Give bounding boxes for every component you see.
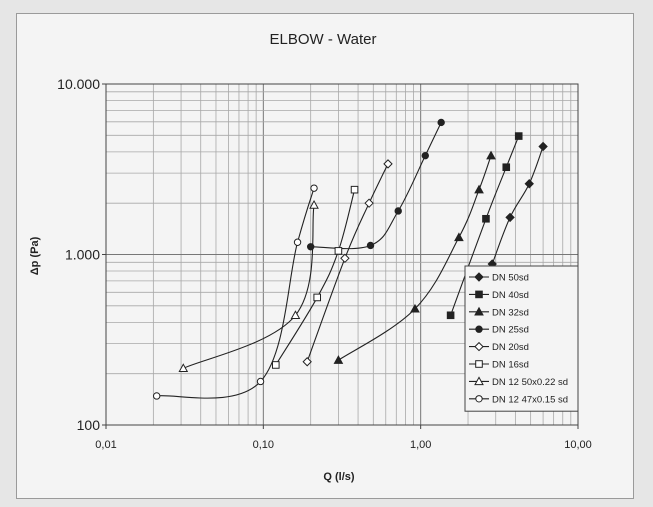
chart-svg: ELBOW - Water 0,01 0,10 1,00 10,00 100 1.000 1…	[29, 31, 592, 483]
circle-marker	[421, 151, 429, 160]
series-group	[333, 150, 496, 364]
legend-item: DN 12 50x0.22 sd	[469, 376, 568, 388]
series-line	[156, 187, 315, 399]
legend-label: DN 40sd	[492, 290, 529, 301]
triangle-marker	[309, 200, 319, 209]
x-tick-label: 0,01	[95, 439, 116, 451]
square-marker	[514, 132, 523, 140]
square-marker	[502, 163, 511, 172]
x-tick-label: 10,00	[564, 439, 592, 451]
legend-box	[464, 265, 579, 412]
circle-marker	[293, 238, 302, 246]
series-line	[275, 189, 356, 366]
series-group	[306, 118, 445, 251]
y-tick-label: 100	[77, 417, 101, 433]
circle-marker	[366, 241, 375, 250]
diamond-marker	[364, 198, 374, 208]
diamond-marker	[340, 253, 350, 264]
legend-item: DN 12 47x0.15 sd	[469, 394, 568, 405]
y-tick-label: 1.000	[65, 247, 100, 263]
square-marker	[334, 247, 343, 255]
circle-marker	[475, 395, 483, 403]
square-marker	[350, 185, 359, 194]
circle-marker	[437, 118, 445, 127]
circle-marker	[310, 184, 318, 192]
triangle-marker	[290, 310, 301, 319]
diamond-marker	[383, 159, 393, 169]
legend-label: DN 12 47x0.15 sd	[492, 394, 568, 405]
series-group	[271, 185, 359, 369]
series-layer	[152, 118, 548, 400]
diamond-marker	[505, 212, 515, 223]
legend-item: DN 25sd	[469, 325, 529, 336]
series-group	[178, 200, 319, 373]
triangle-marker	[474, 306, 484, 316]
legend-label: DN 12 50x0.22 sd	[492, 377, 568, 388]
legend: DN 50sd DN 40sd DN 32sd DN 25sd DN 20sd DN 16…	[464, 265, 579, 412]
chart-title: ELBOW - Water	[270, 31, 377, 48]
triangle-marker	[454, 232, 464, 242]
legend-label: DN 50sd	[492, 273, 529, 284]
triangle-marker	[410, 303, 420, 313]
series-line	[450, 135, 520, 316]
square-marker	[482, 214, 490, 223]
legend-item: DN 32sd	[469, 306, 529, 318]
diamond-marker	[538, 141, 548, 152]
legend-label: DN 20sd	[492, 342, 529, 353]
y-axis-title: Δp (Pa)	[29, 236, 41, 275]
diamond-marker	[474, 341, 484, 352]
square-marker	[475, 360, 483, 368]
diamond-marker	[524, 179, 534, 189]
triangle-marker	[486, 150, 496, 160]
chart-frame: ELBOW - Water 0,01 0,10 1,00 10,00 100 1.000 1…	[16, 13, 634, 499]
legend-label: DN 25sd	[492, 325, 529, 336]
series-group	[446, 132, 523, 320]
square-marker	[313, 293, 322, 302]
triangle-marker	[178, 363, 189, 373]
series-group	[302, 159, 393, 367]
circle-marker	[256, 377, 265, 386]
y-tick-label: 10.000	[57, 76, 100, 92]
series-line	[306, 163, 389, 362]
square-marker	[446, 311, 455, 320]
legend-label: DN 16sd	[492, 360, 529, 371]
legend-item: DN 50sd	[469, 272, 529, 284]
legend-item: DN 20sd	[469, 341, 529, 353]
x-tick-label: 1,00	[410, 439, 431, 451]
circle-marker	[152, 392, 161, 400]
triangle-marker	[333, 355, 344, 364]
triangle-marker	[474, 376, 484, 386]
diamond-marker	[474, 272, 484, 282]
x-axis-title: Q (l/s)	[323, 471, 355, 483]
circle-marker	[475, 325, 483, 333]
triangle-marker	[474, 184, 484, 194]
circle-marker	[394, 207, 402, 215]
tick-layer: 0,01 0,10 1,00 10,00 100 1.000 10.000	[57, 76, 592, 451]
legend-item: DN 16sd	[469, 360, 529, 371]
series-line	[491, 146, 544, 265]
series-line	[338, 155, 492, 361]
series-group	[152, 184, 318, 400]
diamond-marker	[302, 357, 312, 367]
square-marker	[475, 290, 483, 299]
legend-item: DN 40sd	[469, 290, 529, 301]
square-marker	[271, 361, 280, 369]
legend-label: DN 32sd	[492, 307, 529, 318]
x-tick-label: 0,10	[253, 439, 274, 451]
